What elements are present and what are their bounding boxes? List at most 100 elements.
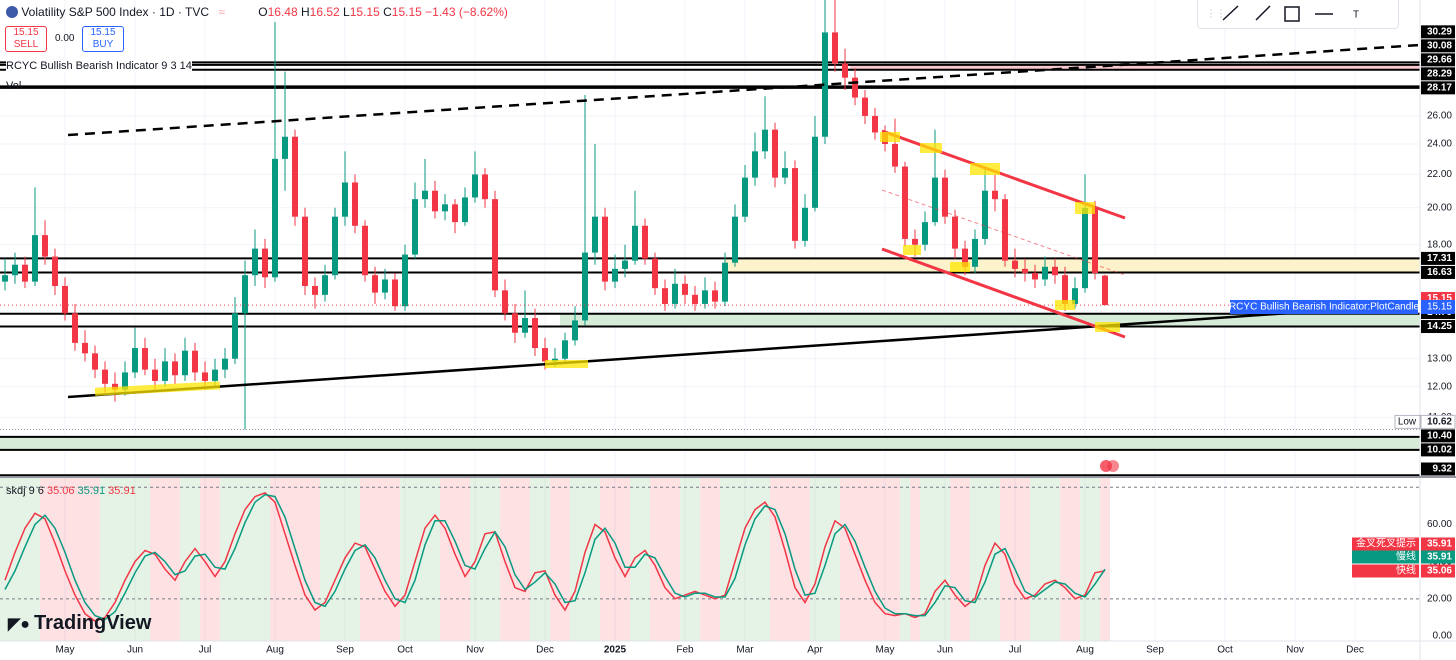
legend-icons[interactable]: ≈ [218, 5, 225, 19]
signal-band [970, 478, 980, 641]
change: −1.43 (−8.62%) [425, 5, 508, 19]
candle-body [692, 294, 698, 304]
signal-band [580, 478, 590, 641]
signal-band [140, 478, 150, 641]
indicator-legend[interactable]: RCYC Bullish Bearish Indicator 9 3 14 [6, 60, 192, 72]
osc-name-box [1352, 537, 1419, 551]
sell-button[interactable]: 15.15 SELL [5, 26, 47, 52]
signal-band [510, 478, 520, 641]
signal-band [320, 478, 330, 641]
tool-ray[interactable] [1255, 5, 1271, 21]
signal-band [670, 478, 680, 641]
signal-band [550, 478, 560, 641]
volume-legend[interactable]: Vol [6, 80, 22, 92]
candle-body [252, 248, 258, 276]
x-tick-label: Feb [676, 645, 694, 656]
candle-body [352, 182, 358, 226]
candle-body [172, 361, 178, 376]
candle-body [932, 177, 938, 223]
signal-band [690, 478, 700, 641]
sell-label: SELL [13, 39, 39, 50]
highlight [920, 143, 942, 153]
signal-band [930, 478, 940, 641]
price-label-box [1421, 81, 1455, 95]
candle-body [582, 252, 588, 321]
highlight [1095, 322, 1120, 332]
candle-body [182, 350, 188, 376]
candle-body [892, 143, 898, 167]
osc-line [4, 493, 1106, 621]
candle-body [192, 350, 198, 373]
signal-band [770, 478, 780, 641]
osc-value: 35.06 [1427, 566, 1452, 577]
osc-value-box [1421, 564, 1455, 578]
tool-rect[interactable] [1284, 6, 1300, 22]
candle-body [72, 313, 78, 343]
candle-body [672, 283, 678, 304]
signal-band [560, 478, 570, 641]
price-label-box [1421, 443, 1455, 457]
candle-body [382, 279, 388, 293]
candle-body [772, 129, 778, 178]
zone [725, 258, 1420, 273]
signal-band [200, 478, 210, 641]
signal-band [540, 478, 550, 641]
candle-body [142, 348, 148, 370]
candle-body [1012, 260, 1018, 269]
signal-band [430, 478, 440, 641]
price-label: 10.62 [1427, 417, 1452, 428]
signal-band [1090, 478, 1100, 641]
signal-band [60, 478, 70, 641]
signal-band [460, 478, 470, 641]
plot-tag-value: 15.15 [1427, 302, 1452, 313]
signal-band [750, 478, 760, 641]
signal-band [590, 478, 600, 641]
price-label-box [1421, 67, 1455, 81]
drag-handle[interactable]: ⋮⋮ [1206, 9, 1226, 20]
candle-body [902, 166, 908, 239]
signal-band [960, 478, 970, 641]
candle-body [572, 320, 578, 341]
signal-band [330, 478, 340, 641]
candle-body [442, 204, 448, 212]
signal-band [20, 478, 30, 641]
candle-body [782, 168, 788, 178]
signal-band [520, 478, 530, 641]
signal-band [270, 478, 280, 641]
price-pane [0, 0, 1420, 476]
ohlc-value: 15.15 [349, 5, 380, 19]
candle-body [1042, 266, 1048, 280]
candle-body [722, 262, 728, 302]
price-label-box [1421, 25, 1455, 39]
buy-button[interactable]: 15.15 BUY [82, 26, 124, 52]
price-label: 29.66 [1427, 54, 1452, 65]
y-tick-label: 20.00 [1427, 202, 1452, 213]
candle-body [2, 275, 8, 282]
price-label: 16.63 [1427, 267, 1452, 278]
signal-band [360, 478, 370, 641]
candle-body [32, 235, 38, 282]
candle-body [222, 358, 228, 370]
event-flag[interactable] [1107, 460, 1119, 472]
signal-band [900, 478, 910, 641]
tool-line[interactable] [1222, 5, 1239, 21]
signal-band [30, 478, 40, 641]
x-tick-label: Nov [1286, 645, 1304, 656]
signal-band [660, 478, 670, 641]
candle-body [332, 216, 338, 276]
candle-body [272, 158, 278, 278]
candle-body [282, 136, 288, 159]
candle-body [242, 275, 248, 314]
signal-band [880, 478, 890, 641]
signal-band [40, 478, 50, 641]
zone [850, 64, 1420, 70]
channel-mid [881, 189, 1126, 276]
osc-name: 金叉死叉提示 [1356, 537, 1416, 550]
signal-band [130, 478, 140, 641]
signal-band [110, 478, 120, 641]
tool-text[interactable]: T [1353, 10, 1359, 21]
candle-body [592, 216, 598, 253]
candle-body [912, 238, 918, 245]
price-label-box [1420, 414, 1456, 429]
signal-band [910, 478, 920, 641]
